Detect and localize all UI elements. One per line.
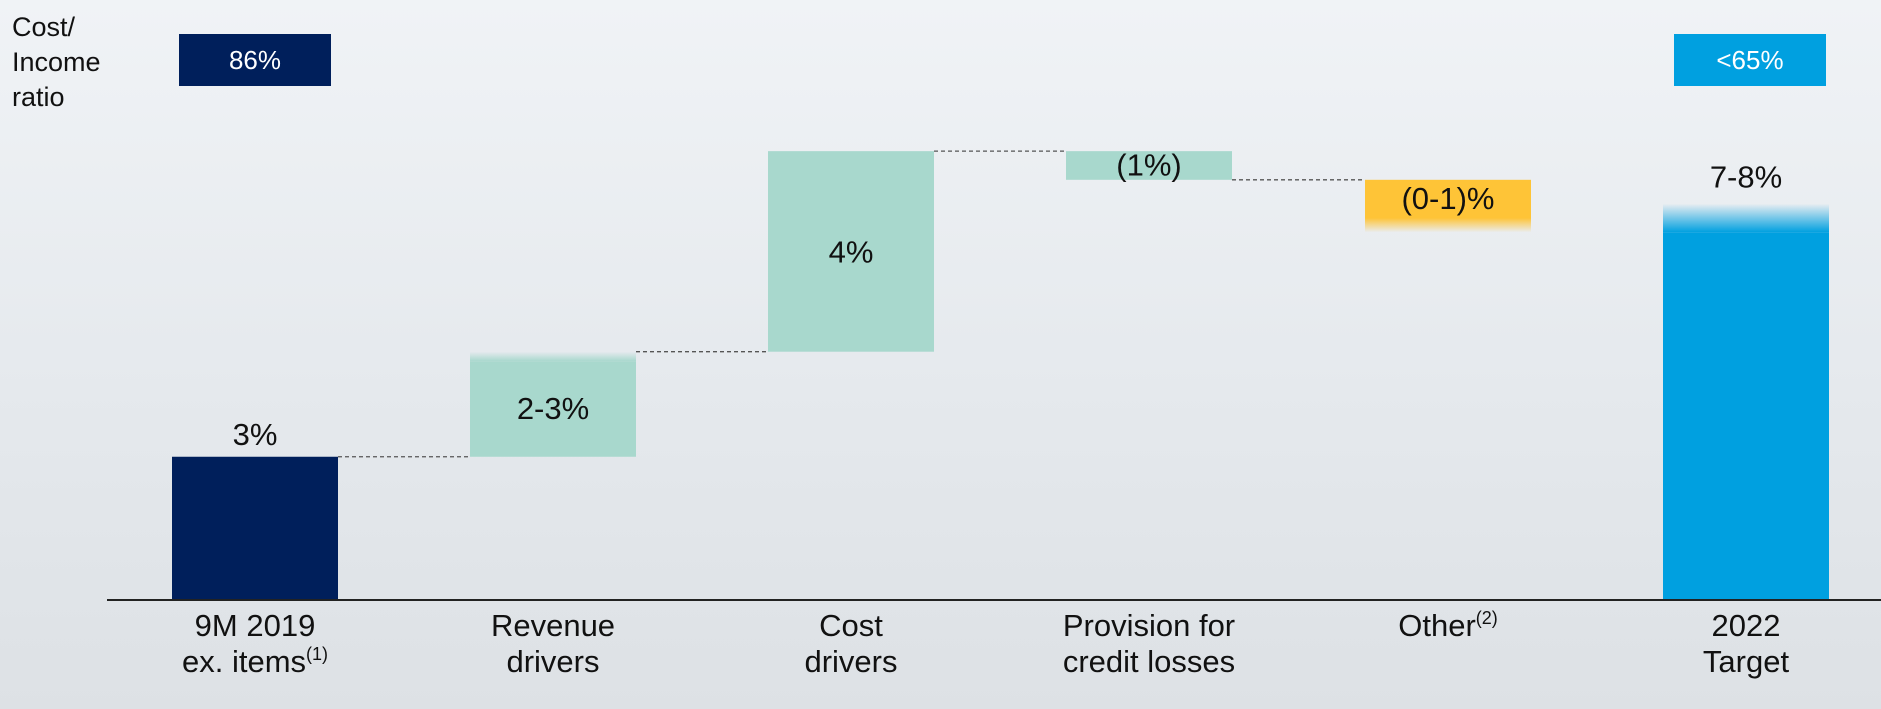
category-label-line1: Revenue (490, 608, 616, 643)
bar-range-1 (470, 351, 636, 362)
footnote-marker: (2) (1475, 608, 1498, 628)
category-label-other: Other(2) (1318, 608, 1578, 644)
ratio-box-start: 86% (179, 34, 331, 86)
bar-5 (1663, 232, 1829, 600)
bar-value-label-2: 4% (829, 234, 874, 269)
category-label-line2: credit losses (1062, 644, 1236, 679)
bar-1 (470, 361, 636, 457)
bar-range-4 (1365, 218, 1531, 233)
bar-3 (1066, 151, 1232, 180)
category-label-cost-drivers: Cost drivers (721, 608, 981, 680)
bar-value-label-5: 7-8% (1710, 160, 1782, 195)
category-label-line1: Provision for (1062, 608, 1236, 643)
bar-labels-group: 3% 2-3% 4% (1%) (0-1)% 7-8% (233, 147, 1783, 451)
category-label-revenue-drivers: Revenue drivers (423, 608, 683, 680)
y-axis-title-line1: Cost/ (12, 12, 76, 42)
category-label-line2: drivers (804, 644, 898, 679)
category-label-line1: 9M 2019 (194, 608, 316, 643)
category-label-line1: 2022 (1711, 608, 1781, 643)
category-label-9m-2019: 9M 2019 ex. items(1) (125, 608, 385, 680)
bar-value-label-4: (0-1)% (1401, 181, 1494, 216)
category-label-line2: ex. items(1) (181, 644, 329, 679)
category-label-provision: Provision for credit losses (1019, 608, 1279, 680)
bar-2 (768, 151, 934, 352)
bar-range-5 (1663, 203, 1829, 233)
bar-value-label-0: 3% (233, 417, 278, 452)
bar-4 (1365, 179, 1531, 218)
category-label-2022-target: 2022 Target (1616, 608, 1876, 680)
category-label-line1: Other(2) (1398, 608, 1498, 643)
connector-lines (338, 150, 1365, 458)
bar-value-label-3: (1%) (1116, 147, 1181, 182)
category-label-line1: Cost (819, 608, 883, 643)
ratio-box-target: <65% (1674, 34, 1826, 86)
category-label-line2: drivers (506, 644, 600, 679)
bar-value-label-1: 2-3% (517, 391, 589, 426)
category-label-line2: Target (1702, 644, 1790, 679)
y-axis-title: Cost/ Income ratio (12, 10, 101, 115)
y-axis-title-line3: ratio (12, 82, 65, 112)
bar-0 (172, 456, 338, 600)
footnote-marker: (1) (306, 644, 329, 664)
y-axis-title-line2: Income (12, 47, 101, 77)
bars-group (172, 151, 1829, 600)
